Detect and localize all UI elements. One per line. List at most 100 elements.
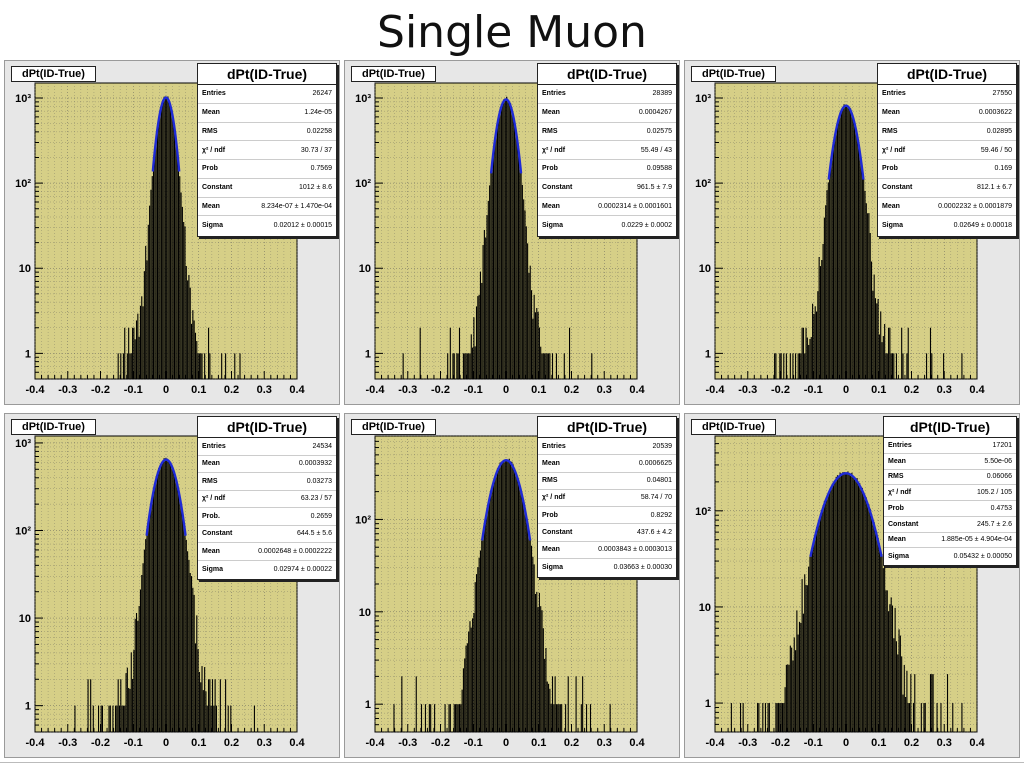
- stats-label: Sigma: [202, 222, 224, 230]
- x-tick-label: 0.4: [289, 384, 305, 396]
- stats-value: 0.02258: [306, 127, 332, 135]
- stats-row: Mean 8.234e-07 ± 1.470e-04: [198, 198, 336, 217]
- panel-label: dPt(ID-True): [691, 419, 776, 435]
- histogram-panel-2: -0.4 -0.3 -0.2 -0.1 0 0.1 0.2 0.3 0.4 1 10 10² 10³ d…: [344, 60, 680, 405]
- stats-row: Constant 245.7 ± 2.6: [884, 517, 1016, 533]
- gaussian-fit-curve: [827, 104, 865, 180]
- stats-row: RMS 0.02258: [198, 123, 336, 142]
- stats-row: Constant 644.5 ± 5.6: [198, 526, 336, 543]
- stats-row: Mean 0.0002648 ± 0.0002222: [198, 543, 336, 561]
- y-tick-label: 10: [359, 607, 371, 619]
- panel-label: dPt(ID-True): [11, 66, 96, 82]
- x-tick-label: 0.1: [191, 737, 206, 749]
- stats-value: 0.0003622: [978, 109, 1012, 117]
- stats-value: 1012 ± 8.6: [298, 184, 332, 192]
- stats-value: 0.02895: [986, 127, 1012, 135]
- x-tick-label: 0.1: [871, 737, 886, 749]
- x-tick-label: 0: [843, 737, 849, 749]
- stats-label: Constant: [542, 528, 573, 536]
- x-tick-label: -0.3: [738, 384, 757, 396]
- stats-box: dPt(ID-True) Entries 17201 Mean 5.50e-06 RMS 0…: [883, 416, 1017, 566]
- x-tick-label: -0.2: [91, 384, 110, 396]
- gaussian-fit-curve: [809, 472, 883, 558]
- stats-label: Constant: [202, 530, 233, 538]
- slide-footer-line: [0, 762, 1024, 763]
- stats-value: 0.0002232 ± 0.0001879: [938, 202, 1012, 210]
- stats-row: Prob. 0.2659: [198, 508, 336, 526]
- x-tick-label: 0.4: [969, 737, 985, 749]
- histogram-bars: [402, 96, 593, 379]
- histogram-panel-6: -0.4 -0.3 -0.2 -0.1 0 0.1 0.2 0.3 0.4 1 10 10² dPt(…: [684, 413, 1020, 758]
- stats-row: Constant 961.5 ± 7.9: [538, 179, 676, 198]
- gaussian-fit-curve: [480, 459, 532, 541]
- x-tick-label: -0.1: [464, 384, 483, 396]
- y-tick-label: 10³: [15, 93, 31, 105]
- stats-value: 1.885e-05 ± 4.904e-04: [941, 536, 1012, 544]
- stats-row: RMS 0.02575: [538, 123, 676, 142]
- stats-label: Sigma: [542, 563, 564, 571]
- stats-box: dPt(ID-True) Entries 24534 Mean 0.0003932 RMS…: [197, 416, 337, 580]
- stats-row: Sigma 0.02974 ± 0.00022: [198, 561, 336, 579]
- x-tick-label: -0.3: [738, 737, 757, 749]
- stats-label: Mean: [202, 109, 220, 117]
- stats-label: Constant: [882, 184, 913, 192]
- x-tick-label: -0.1: [124, 384, 143, 396]
- stats-value: 28389: [652, 90, 672, 98]
- y-tick-label: 10³: [15, 438, 31, 450]
- gaussian-fit-curve: [145, 458, 187, 536]
- stats-value: 0.09588: [646, 165, 672, 173]
- stats-label: Mean: [202, 547, 220, 555]
- y-tick-label: 10: [699, 602, 711, 614]
- x-tick-label: 0.2: [224, 384, 239, 396]
- stats-row: RMS 0.06066: [884, 470, 1016, 486]
- stats-value: 0.0003843 ± 0.0003013: [598, 546, 672, 554]
- x-tick-label: 0.2: [904, 384, 919, 396]
- gaussian-fit-curve: [151, 96, 181, 172]
- stats-value: 59.46 / 50: [980, 146, 1012, 154]
- x-tick-label: -0.1: [464, 737, 483, 749]
- y-tick-label: 1: [705, 698, 711, 710]
- stats-label: RMS: [202, 127, 218, 135]
- x-tick-label: -0.4: [706, 737, 726, 749]
- stats-value: 437.6 ± 4.2: [637, 528, 672, 536]
- y-tick-label: 10³: [695, 93, 711, 105]
- x-tick-label: 0.4: [969, 384, 985, 396]
- x-tick-label: 0.3: [597, 737, 612, 749]
- x-tick-label: 0.3: [937, 737, 952, 749]
- stats-value: 0.02649 ± 0.00018: [953, 222, 1012, 230]
- stats-label: RMS: [882, 127, 898, 135]
- stats-label: Prob.: [202, 512, 220, 520]
- x-tick-label: 0.4: [629, 737, 645, 749]
- y-tick-label: 1: [705, 348, 711, 360]
- x-tick-label: 0.3: [257, 384, 272, 396]
- x-tick-label: 0.1: [531, 737, 546, 749]
- x-tick-label: -0.3: [398, 737, 417, 749]
- grid: [374, 435, 638, 733]
- stats-row: Prob 0.09588: [538, 160, 676, 179]
- stats-row: Sigma 0.05432 ± 0.00050: [884, 548, 1016, 564]
- stats-box: dPt(ID-True) Entries 28389 Mean 0.0004267 RMS…: [537, 63, 677, 237]
- stats-value: 105.2 / 105: [976, 489, 1012, 497]
- stats-row: Sigma 0.03663 ± 0.00030: [538, 559, 676, 576]
- stats-row: Prob 0.8292: [538, 507, 676, 525]
- x-tick-label: -0.1: [804, 737, 823, 749]
- stats-value: 961.5 ± 7.9: [637, 184, 672, 192]
- stats-label: RMS: [542, 127, 558, 135]
- y-tick-label: 10²: [15, 178, 31, 190]
- stats-value: 0.7569: [310, 165, 332, 173]
- x-tick-label: -0.3: [58, 384, 77, 396]
- stats-value: 63.23 / 57: [300, 495, 332, 503]
- x-tick-label: 0.3: [257, 737, 272, 749]
- x-tick-label: 0: [503, 737, 509, 749]
- histogram-bars: [730, 471, 963, 732]
- x-tick-label: -0.4: [26, 737, 46, 749]
- stats-label: Mean: [542, 202, 560, 210]
- y-tick-label: 10: [19, 263, 31, 275]
- stats-label: Prob: [888, 504, 904, 512]
- stats-value: 26247: [312, 90, 332, 98]
- stats-label: Sigma: [882, 222, 904, 230]
- x-tick-label: 0.3: [597, 384, 612, 396]
- stats-row: Entries 24534: [198, 438, 336, 456]
- x-tick-label: -0.2: [91, 737, 110, 749]
- y-tick-label: 10²: [355, 178, 371, 190]
